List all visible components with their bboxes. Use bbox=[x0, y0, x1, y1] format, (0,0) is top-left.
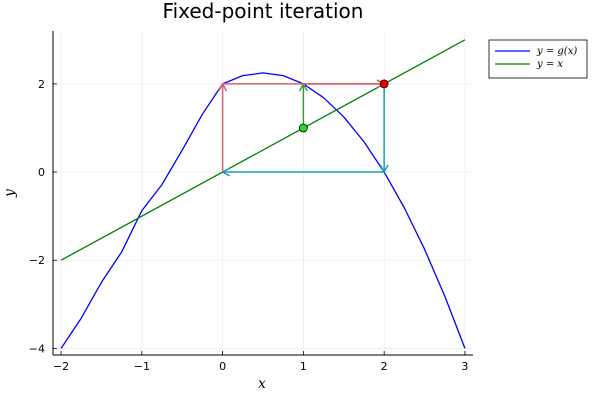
legend-entry: y = g(x) bbox=[536, 46, 577, 57]
y-tick-label: −2 bbox=[29, 254, 45, 267]
series-line-identity bbox=[60, 39, 466, 261]
y-tick-label: −4 bbox=[29, 342, 45, 355]
series-line-g bbox=[60, 72, 466, 349]
series-lines bbox=[60, 39, 466, 349]
legend-entry: y = x bbox=[536, 59, 563, 70]
x-tick-label: 0 bbox=[219, 360, 226, 373]
x-tick-label: 2 bbox=[381, 360, 388, 373]
x-axis-label: x bbox=[258, 376, 266, 392]
chart-title: Fixed-point iteration bbox=[163, 0, 364, 23]
y-axis-label: y bbox=[2, 188, 18, 198]
iteration-arrows bbox=[218, 79, 389, 177]
legend-box bbox=[488, 39, 588, 79]
y-tick-label: 2 bbox=[38, 78, 45, 91]
point-marker bbox=[379, 79, 389, 89]
x-tick-label: 3 bbox=[461, 360, 468, 373]
tick-labels: −2 −1 0 1 2 3 −4 −2 0 2 bbox=[29, 78, 469, 373]
point-markers bbox=[298, 79, 389, 133]
x-tick-label: 1 bbox=[300, 360, 307, 373]
x-tick-label: −1 bbox=[134, 360, 150, 373]
y-tick-label: 0 bbox=[38, 166, 45, 179]
grid-lines bbox=[53, 31, 473, 355]
x-tick-label: −2 bbox=[53, 360, 69, 373]
legend: y = g(x) y = x bbox=[488, 39, 588, 79]
axes bbox=[52, 31, 473, 356]
point-marker bbox=[298, 123, 308, 133]
